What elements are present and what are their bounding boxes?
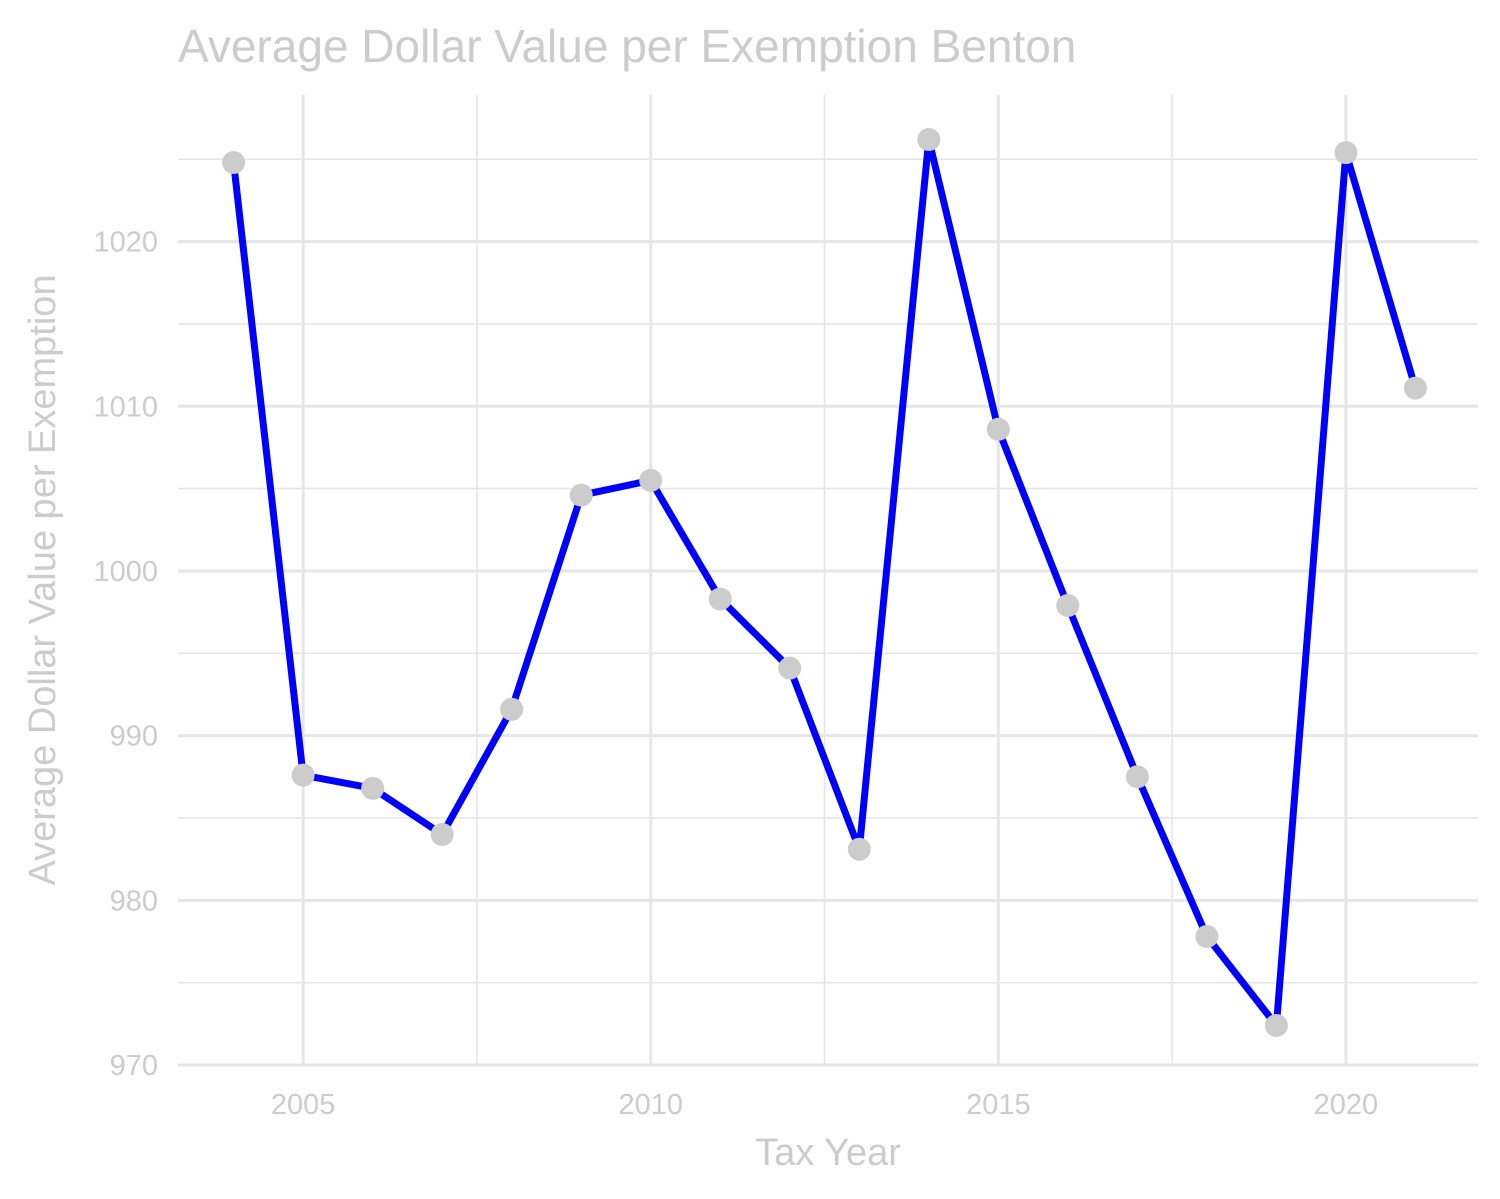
data-point <box>639 468 663 492</box>
data-point <box>1403 376 1427 400</box>
data-point <box>222 151 246 175</box>
y-axis-ticks: 970 980 990 1000 1010 1020 <box>93 227 158 1082</box>
x-tick-label: 2005 <box>271 1089 336 1121</box>
data-point <box>778 656 802 680</box>
y-tick-label: 1000 <box>93 556 158 588</box>
data-point <box>430 822 454 846</box>
series-line-layer <box>230 136 1419 1029</box>
y-tick-label: 1010 <box>93 391 158 423</box>
x-tick-label: 2020 <box>1314 1089 1379 1121</box>
data-point <box>1264 1013 1288 1037</box>
data-point <box>291 763 315 787</box>
data-point <box>708 587 732 611</box>
data-point <box>1125 765 1149 789</box>
data-point <box>917 127 941 151</box>
y-tick-label: 970 <box>110 1050 158 1082</box>
x-axis-ticks: 2005 2010 2015 2020 <box>271 1089 1378 1121</box>
data-point <box>361 776 385 800</box>
data-point <box>1195 925 1219 949</box>
data-points-layer <box>222 127 1427 1037</box>
data-point <box>986 417 1010 441</box>
y-tick-label: 1020 <box>93 227 158 259</box>
series-line <box>230 136 1419 1029</box>
data-point <box>1056 594 1080 618</box>
x-axis-title: Tax Year <box>755 1132 901 1174</box>
x-tick-label: 2015 <box>966 1089 1031 1121</box>
data-point <box>1334 141 1358 165</box>
data-point <box>500 697 524 721</box>
data-point <box>847 837 871 861</box>
y-tick-label: 990 <box>110 721 158 753</box>
y-axis-title: Average Dollar Value per Exemption <box>22 274 64 885</box>
y-tick-label: 980 <box>110 885 158 917</box>
x-tick-label: 2010 <box>618 1089 683 1121</box>
data-point <box>569 483 593 507</box>
grid-lines <box>178 95 1478 1067</box>
chart-title: Average Dollar Value per Exemption Bento… <box>178 20 1076 72</box>
